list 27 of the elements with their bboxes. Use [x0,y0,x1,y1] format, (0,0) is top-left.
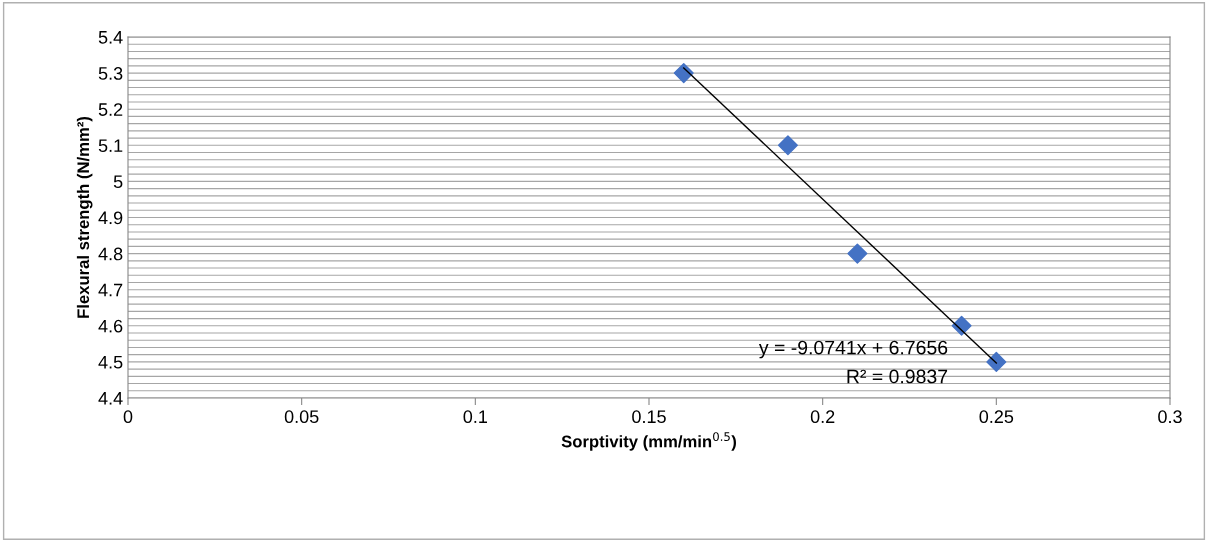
x-tick-label: 0.05 [284,410,319,424]
annotation: y = -9.0741x + 6.7656 [758,340,948,359]
y-tick-label: 4.9 [98,211,123,225]
y-tick-label: 5.2 [98,103,123,116]
y-tick-label: 5.4 [98,31,123,44]
y-tick-label: 4.4 [98,392,123,405]
x-tick-label: 0 [123,410,133,424]
point [951,315,972,336]
x-tick-label: 0.1 [463,410,487,424]
y-tick-label: 5.3 [98,67,123,80]
x-tick-label: 0.25 [979,410,1014,424]
y-tick-label: 4.8 [98,247,123,261]
x-tick-label: 0.15 [632,410,666,424]
y-tick-label: 5 [113,175,123,189]
point [847,243,868,264]
point [673,63,694,84]
x-axis-title: Sorptivity (mm/min$^{0.5}$) [561,432,736,451]
y-tick-label: 4.6 [98,319,123,333]
annotation: R² = 0.9837 [847,369,948,384]
point [777,135,798,156]
x-tick-label: 0.3 [1158,410,1182,424]
y-tick-label: 4.5 [98,356,123,369]
point [986,351,1007,372]
y-tick-label: 4.7 [98,283,123,297]
y-tick-label: 5.1 [98,139,123,153]
x-tick-label: 0.2 [810,410,835,424]
y-axis-title: Flexural strength (N/mm²) [76,116,93,318]
